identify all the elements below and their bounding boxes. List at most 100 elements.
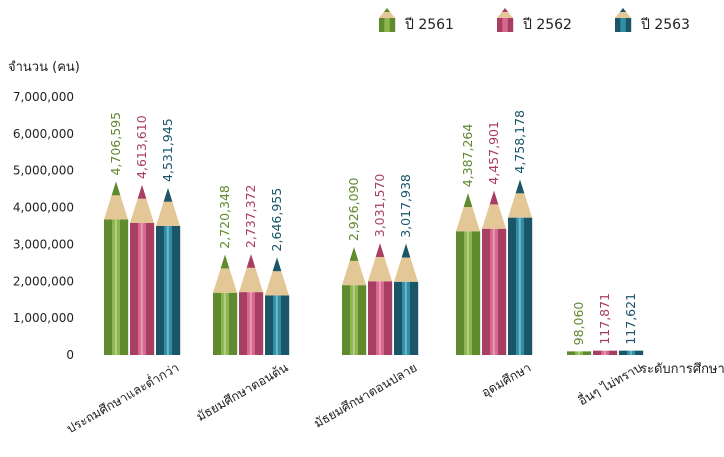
- bar-stripe: [524, 217, 533, 355]
- bar-stripe: [239, 292, 248, 355]
- bar-stripe: [342, 285, 351, 355]
- bar-value-label: 3,031,570: [372, 174, 387, 238]
- pencil-wood: [482, 190, 506, 229]
- bar-stripe: [104, 219, 113, 355]
- legend-swatch-lead: [384, 8, 390, 12]
- bar-highlight: [492, 228, 495, 355]
- bar-value-label: 2,720,348: [217, 185, 232, 249]
- bar-2-0: 2,926,090: [342, 177, 367, 355]
- bars: 4,706,595 4,613,610 4,531,945 2,720,348 2,73…: [104, 110, 644, 355]
- bar-value-label: 117,871: [597, 293, 612, 345]
- y-tick-label: 3,000,000: [13, 237, 74, 251]
- pencil-lead: [375, 243, 385, 257]
- pencil-wood: [508, 179, 532, 218]
- bar-stripe: [593, 350, 602, 355]
- legend-swatch: [620, 18, 626, 32]
- legend-swatch: [615, 18, 621, 32]
- bar-value-label: 2,926,090: [346, 177, 361, 241]
- legend-swatch: [389, 18, 396, 32]
- bar-highlight: [166, 225, 169, 355]
- pencil-lead: [349, 247, 359, 261]
- bar-stripe: [567, 351, 576, 355]
- legend-swatch-wood: [497, 8, 513, 18]
- bar-highlight: [518, 217, 521, 355]
- y-tick-label: 2,000,000: [13, 274, 74, 288]
- bar-stripe: [138, 222, 147, 355]
- legend-swatch: [379, 18, 385, 32]
- x-axis: ประถมศึกษาและต่ำกว่า มัธยมศึกษาตอนต้น มัธย…: [63, 359, 644, 436]
- pencil-lead: [137, 184, 147, 199]
- bar-stripe: [255, 292, 264, 355]
- bar-3-0: 4,387,264: [456, 124, 481, 355]
- x-category-label: อุดมศึกษา: [479, 360, 534, 401]
- bar-highlight: [352, 285, 355, 355]
- bar-highlight: [275, 295, 278, 355]
- bar-stripe: [410, 281, 419, 355]
- pencil-wood: [104, 181, 128, 220]
- bar-0-2: 4,531,945: [156, 118, 181, 355]
- bar-stripe: [516, 217, 525, 355]
- y-axis: 0 1,000,000 2,000,000 3,000,000 4,000,000 5,0…: [13, 90, 74, 362]
- x-category-label: ประถมศึกษาและต่ำกว่า: [63, 359, 181, 436]
- bar-stripe: [456, 231, 465, 355]
- legend: ปี 2561 ปี 2562 ปี 2563: [379, 8, 690, 33]
- pencil-wood: [130, 184, 154, 223]
- bar-stripe: [619, 350, 628, 355]
- bar-stripe: [130, 222, 139, 355]
- pencil-lead: [515, 179, 525, 194]
- bar-stripe: [120, 219, 129, 355]
- y-axis-title: จำนวน (คน): [8, 60, 80, 75]
- legend-swatch-lead: [502, 8, 508, 12]
- y-tick-label: 1,000,000: [13, 311, 74, 325]
- bar-stripe: [112, 219, 121, 355]
- bar-stripe: [229, 292, 238, 355]
- bar-1-1: 2,737,372: [239, 184, 264, 355]
- bar-highlight: [378, 281, 381, 355]
- bar-value-label: 4,613,610: [134, 115, 149, 179]
- bar-0-0: 4,706,595: [104, 112, 129, 355]
- bar-highlight: [466, 231, 469, 355]
- bar-value-label: 4,706,595: [108, 112, 123, 176]
- bar-highlight: [249, 292, 252, 355]
- bar-value-label: 4,531,945: [160, 118, 175, 182]
- bar-highlight: [577, 351, 580, 355]
- pencil-lead: [489, 190, 499, 205]
- legend-swatch: [384, 18, 390, 32]
- bar-stripe: [402, 281, 411, 355]
- legend-swatch: [507, 18, 514, 32]
- bar-value-label: 98,060: [571, 302, 586, 346]
- bar-stripe: [635, 350, 644, 355]
- x-category-label: มัธยมศึกษาตอนปลาย: [311, 360, 419, 431]
- pencil-lead: [463, 193, 473, 207]
- bar-stripe: [583, 351, 592, 355]
- y-tick-label: 6,000,000: [13, 127, 74, 141]
- pencil-wood: [213, 254, 237, 293]
- pencil-wood: [394, 243, 418, 282]
- bar-stripe: [482, 228, 491, 355]
- bar-highlight: [629, 350, 632, 355]
- bar-stripe: [350, 285, 359, 355]
- bar-4-0: 98,060: [567, 302, 592, 355]
- bar-stripe: [221, 292, 230, 355]
- bar-stripe: [601, 350, 610, 355]
- bar-stripe: [464, 231, 473, 355]
- bar-value-label: 4,457,901: [486, 121, 501, 185]
- bar-stripe: [627, 350, 636, 355]
- bar-stripe: [368, 281, 377, 355]
- bar-stripe: [490, 228, 499, 355]
- bar-value-label: 4,758,178: [512, 110, 527, 174]
- pencil-wood: [368, 243, 392, 282]
- bar-stripe: [281, 295, 290, 355]
- bar-value-label: 4,387,264: [460, 124, 475, 188]
- legend-swatch: [625, 18, 632, 32]
- bar-stripe: [156, 225, 165, 355]
- bar-stripe: [247, 292, 256, 355]
- bar-highlight: [223, 292, 226, 355]
- bar-stripe: [146, 222, 155, 355]
- bar-stripe: [498, 228, 507, 355]
- pencil-lead: [111, 181, 121, 196]
- bar-stripe: [609, 350, 618, 355]
- bar-stripe: [376, 281, 385, 355]
- pencil-wood: [265, 257, 289, 296]
